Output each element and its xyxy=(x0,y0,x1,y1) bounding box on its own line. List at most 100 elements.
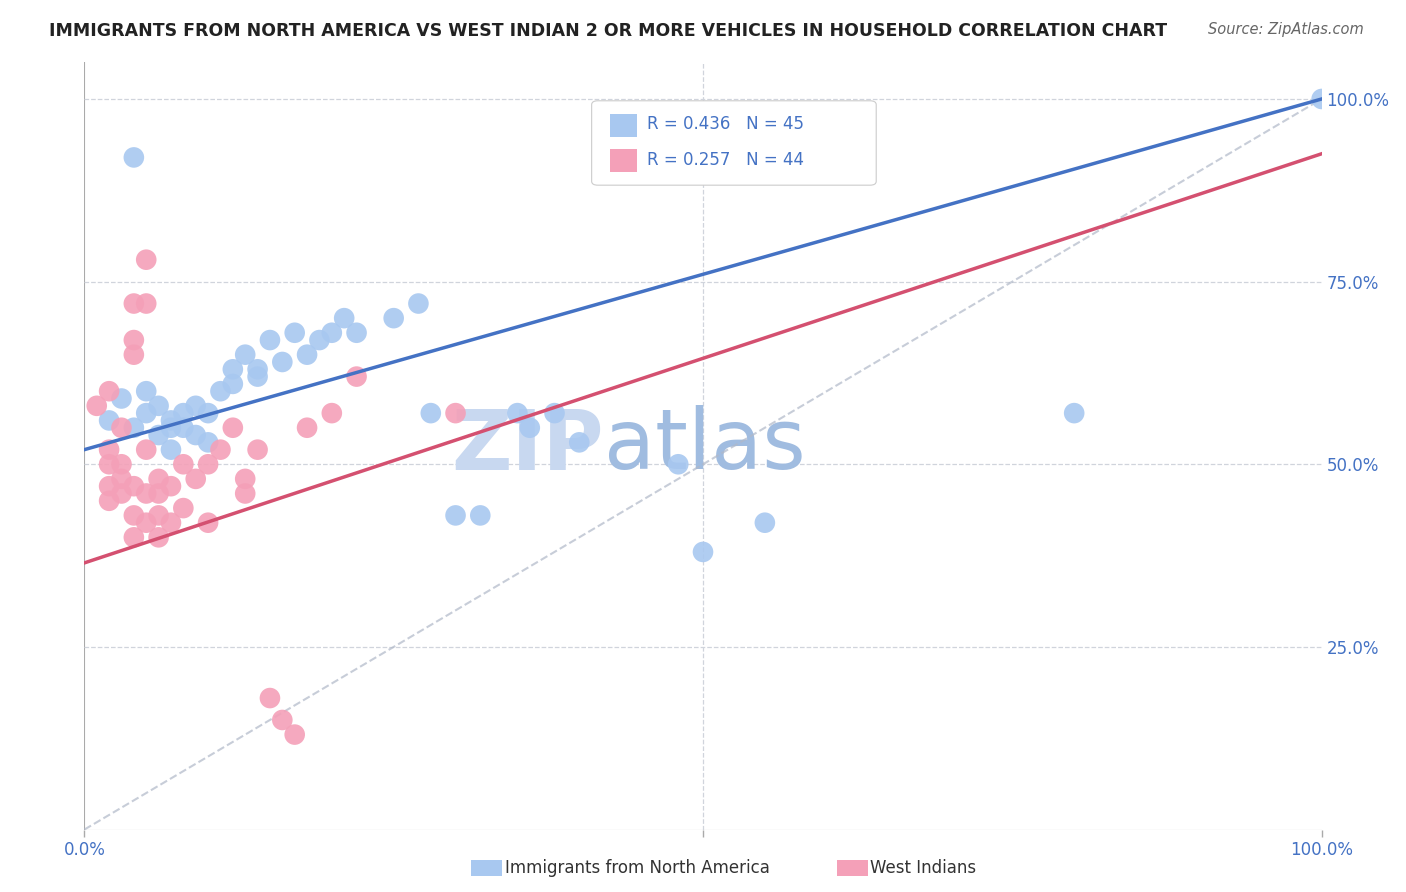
Point xyxy=(222,362,245,376)
Point xyxy=(122,150,145,164)
Point xyxy=(110,472,132,486)
Bar xyxy=(610,114,637,136)
Point xyxy=(271,713,294,727)
Point xyxy=(148,530,170,544)
Point xyxy=(506,406,529,420)
Point xyxy=(122,508,145,523)
Point xyxy=(148,472,170,486)
Point xyxy=(209,384,232,399)
Text: R = 0.436   N = 45: R = 0.436 N = 45 xyxy=(647,115,804,133)
Point xyxy=(135,486,157,500)
Point xyxy=(284,326,307,340)
Point xyxy=(246,362,269,376)
Point xyxy=(98,413,121,427)
Point xyxy=(259,333,281,347)
Point xyxy=(666,457,689,471)
Text: West Indians: West Indians xyxy=(870,859,976,877)
Point xyxy=(408,296,430,310)
Point xyxy=(568,435,591,450)
Point xyxy=(135,384,157,399)
Point xyxy=(197,406,219,420)
Point xyxy=(135,516,157,530)
Point xyxy=(184,472,207,486)
Text: R = 0.257   N = 44: R = 0.257 N = 44 xyxy=(647,151,804,169)
Point xyxy=(98,493,121,508)
Point xyxy=(754,516,776,530)
Text: IMMIGRANTS FROM NORTH AMERICA VS WEST INDIAN 2 OR MORE VEHICLES IN HOUSEHOLD COR: IMMIGRANTS FROM NORTH AMERICA VS WEST IN… xyxy=(49,22,1167,40)
Point xyxy=(197,516,219,530)
Point xyxy=(148,508,170,523)
Point xyxy=(184,428,207,442)
Point xyxy=(110,457,132,471)
Point xyxy=(259,691,281,706)
Point xyxy=(209,442,232,457)
Point xyxy=(122,348,145,362)
Point xyxy=(135,442,157,457)
Point xyxy=(346,369,368,384)
Point xyxy=(110,421,132,435)
Point xyxy=(222,421,245,435)
Point xyxy=(295,421,318,435)
Point xyxy=(98,442,121,457)
Text: Immigrants from North America: Immigrants from North America xyxy=(505,859,769,877)
Point xyxy=(543,406,565,420)
Point xyxy=(184,399,207,413)
Point xyxy=(110,392,132,406)
Point xyxy=(122,530,145,544)
Point xyxy=(295,348,318,362)
Point xyxy=(419,406,441,420)
Point xyxy=(271,355,294,369)
Point xyxy=(110,486,132,500)
Point xyxy=(135,406,157,420)
Point xyxy=(246,442,269,457)
Point xyxy=(197,435,219,450)
Point xyxy=(86,399,108,413)
Point xyxy=(160,421,183,435)
Point xyxy=(160,442,183,457)
Point xyxy=(122,333,145,347)
Point xyxy=(308,333,330,347)
Point xyxy=(382,311,405,326)
Point xyxy=(172,421,194,435)
Point xyxy=(122,296,145,310)
Point xyxy=(346,326,368,340)
Point xyxy=(197,457,219,471)
Point xyxy=(284,728,307,742)
Bar xyxy=(610,149,637,172)
Point xyxy=(222,376,245,391)
Point xyxy=(172,457,194,471)
Point xyxy=(148,428,170,442)
Point xyxy=(1063,406,1085,420)
Point xyxy=(160,413,183,427)
Point xyxy=(160,516,183,530)
Point xyxy=(444,406,467,420)
Point xyxy=(246,369,269,384)
Point xyxy=(122,479,145,493)
Point xyxy=(233,486,256,500)
Point xyxy=(148,399,170,413)
Point xyxy=(122,421,145,435)
Point xyxy=(160,479,183,493)
Point xyxy=(135,296,157,310)
Point xyxy=(172,406,194,420)
Point xyxy=(444,508,467,523)
Point xyxy=(172,501,194,516)
Point xyxy=(321,326,343,340)
Point xyxy=(1310,92,1333,106)
Point xyxy=(519,421,541,435)
Point xyxy=(98,384,121,399)
Point xyxy=(692,545,714,559)
Point xyxy=(148,486,170,500)
Point xyxy=(233,472,256,486)
Point xyxy=(321,406,343,420)
Text: ZIP: ZIP xyxy=(451,406,605,486)
Point xyxy=(470,508,492,523)
Point xyxy=(135,252,157,267)
Point xyxy=(98,457,121,471)
Point xyxy=(98,479,121,493)
Point xyxy=(233,348,256,362)
Point xyxy=(333,311,356,326)
Text: Source: ZipAtlas.com: Source: ZipAtlas.com xyxy=(1208,22,1364,37)
FancyBboxPatch shape xyxy=(592,101,876,186)
Text: atlas: atlas xyxy=(605,406,806,486)
